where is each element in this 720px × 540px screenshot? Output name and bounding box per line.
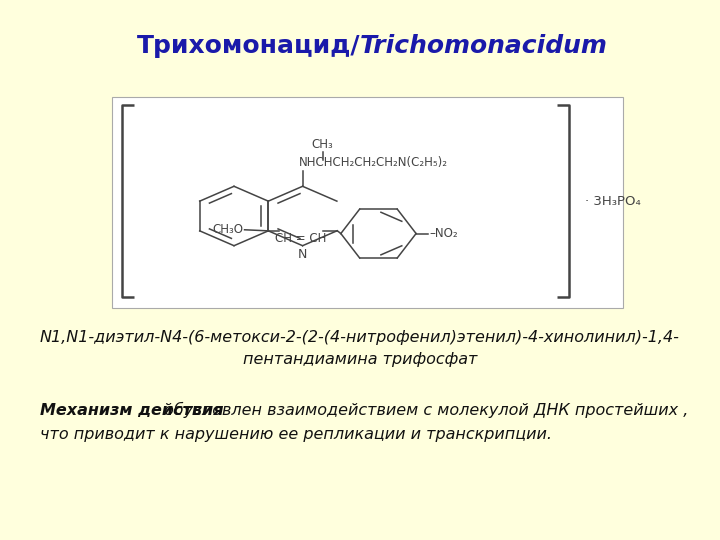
Text: N: N: [298, 248, 307, 261]
Text: Механизм действия: Механизм действия: [40, 403, 223, 418]
Text: Trichomonacidum: Trichomonacidum: [360, 34, 608, 58]
Text: NHCHCH₂CH₂CH₂N(C₂H₅)₂: NHCHCH₂CH₂CH₂N(C₂H₅)₂: [299, 156, 448, 169]
Text: пентандиамина трифосфат: пентандиамина трифосфат: [243, 352, 477, 367]
Text: что приводит к нарушению ее репликации и транскрипции.: что приводит к нарушению ее репликации и…: [40, 427, 552, 442]
Text: N1,N1-диэтил-N4-(6-метокси-2-(2-(4-нитрофенил)этенил)-4-хинолинил)-1,4-: N1,N1-диэтил-N4-(6-метокси-2-(2-(4-нитро…: [40, 330, 680, 345]
FancyBboxPatch shape: [112, 97, 623, 308]
Text: –NO₂: –NO₂: [430, 227, 459, 240]
Text: · 3H₃PO₄: · 3H₃PO₄: [585, 194, 640, 208]
Text: обусловлен взаимодействием с молекулой ДНК простейших ,: обусловлен взаимодействием с молекулой Д…: [159, 402, 688, 418]
Text: CH = CH: CH = CH: [275, 232, 327, 245]
Text: CH₃O: CH₃O: [212, 223, 243, 237]
Text: CH₃: CH₃: [312, 138, 333, 151]
Text: Трихомонацид/: Трихомонацид/: [137, 34, 360, 58]
